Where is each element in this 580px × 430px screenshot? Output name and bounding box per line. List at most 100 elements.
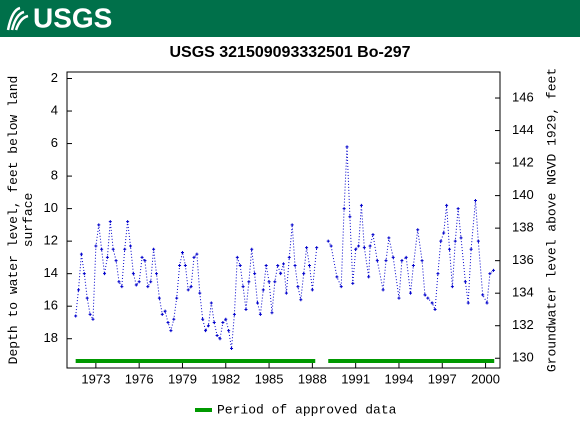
data-point (218, 337, 222, 341)
data-point (282, 262, 285, 266)
data-point (267, 280, 271, 284)
data-point (134, 283, 138, 287)
series-line (75, 146, 494, 349)
data-point (463, 280, 467, 284)
logo: USGS (33, 2, 112, 33)
data-point (287, 255, 291, 259)
data-point (290, 223, 294, 227)
data-point (163, 309, 167, 313)
data-point (453, 239, 457, 243)
data-point (310, 288, 314, 292)
y-axis-label-line: Depth to water level, feet below land (6, 76, 21, 365)
y-tick-label: 18 (44, 330, 58, 345)
x-tick-label: 1982 (211, 371, 240, 386)
data-point (466, 301, 470, 305)
data-point (114, 259, 118, 263)
data-point (247, 280, 251, 284)
data-point (230, 346, 234, 350)
data-point (384, 259, 388, 263)
data-point (357, 244, 361, 248)
data-point (367, 275, 371, 279)
data-point (375, 259, 379, 263)
data-point (456, 207, 460, 211)
y-tick-label: 14 (44, 265, 58, 280)
data-point (198, 291, 202, 295)
data-point (192, 255, 196, 259)
y2-axis-label: Groundwater level above NGVD 1929, feet (544, 68, 559, 372)
data-point (91, 317, 95, 321)
data-point (426, 296, 430, 300)
data-point (442, 231, 446, 235)
data-point (335, 275, 339, 279)
data-point (152, 247, 156, 251)
data-point (97, 223, 101, 227)
data-point (100, 247, 104, 251)
data-point (439, 239, 443, 243)
y-tick-label: 8 (51, 168, 58, 183)
data-point (131, 272, 135, 276)
data-point (105, 255, 109, 259)
data-point (387, 236, 391, 240)
data-point (215, 333, 219, 337)
data-point (157, 296, 161, 300)
y-tick-label: 4 (51, 102, 58, 117)
data-point (94, 244, 98, 248)
data-point (476, 239, 480, 243)
data-point (232, 312, 236, 316)
y-tick-label: 12 (44, 233, 58, 248)
data-point (404, 255, 408, 259)
data-point (88, 312, 92, 316)
y2-tick-label: 130 (512, 350, 534, 365)
x-tick-label: 1988 (298, 371, 327, 386)
chart-title: USGS 321509093332501 Bo-297 (169, 44, 410, 61)
data-point (108, 220, 112, 224)
data-point (305, 246, 309, 250)
data-point (186, 288, 190, 292)
data-point (238, 264, 242, 268)
data-point (276, 264, 280, 268)
data-point (397, 296, 401, 300)
data-point (481, 293, 485, 297)
data-point (354, 247, 358, 251)
y2-tick-label: 140 (512, 187, 534, 202)
x-tick-label: 1973 (81, 371, 110, 386)
data-point (345, 145, 349, 149)
plot-frame (66, 71, 501, 369)
x-tick-label: 1979 (168, 371, 197, 386)
data-point (175, 296, 179, 300)
data-point (160, 312, 164, 316)
data-point (244, 307, 248, 311)
data-point (469, 247, 473, 251)
data-point (362, 246, 366, 250)
x-tick-label: 2000 (471, 371, 500, 386)
data-point (79, 252, 83, 256)
y2-tick-label: 144 (512, 122, 534, 137)
data-point (342, 207, 346, 211)
data-point (459, 236, 463, 240)
data-point (359, 203, 363, 207)
y-tick-label: 10 (44, 200, 58, 215)
data-point (140, 255, 144, 259)
data-point (302, 272, 306, 276)
data-point (224, 317, 228, 321)
data-point (411, 264, 415, 268)
data-point (326, 239, 330, 243)
data-point (279, 272, 283, 276)
data-point (371, 233, 375, 237)
data-point (339, 285, 343, 289)
data-point (241, 285, 245, 289)
y2-tick-label: 132 (512, 317, 534, 332)
data-point (212, 320, 216, 324)
data-point (436, 272, 440, 276)
data-point (137, 280, 141, 284)
data-point (235, 255, 239, 259)
data-point (447, 247, 451, 251)
x-tick-label: 1976 (125, 371, 154, 386)
data-point (270, 311, 274, 315)
data-point (227, 329, 231, 333)
data-point (492, 268, 496, 272)
data-point (103, 272, 107, 276)
y2-tick-label: 134 (512, 285, 534, 300)
x-tick-label: 1997 (428, 371, 457, 386)
data-point (423, 293, 427, 297)
